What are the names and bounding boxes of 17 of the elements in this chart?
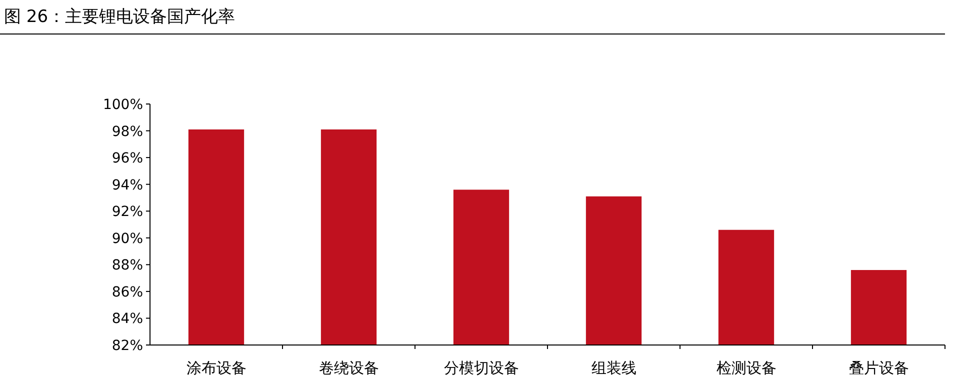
y-tick-label: 98% <box>112 124 143 140</box>
y-tick-label: 90% <box>112 230 143 247</box>
y-tick-label: 94% <box>112 177 143 194</box>
y-tick-label: 96% <box>112 150 143 167</box>
y-tick-label: 84% <box>112 311 143 328</box>
y-tick-label: 86% <box>112 284 143 300</box>
x-tick-label: 卷绕设备 <box>318 359 379 377</box>
x-tick-label: 叠片设备 <box>848 359 909 377</box>
x-tick-label: 分模切设备 <box>444 359 519 377</box>
x-tick-label: 检测设备 <box>716 359 776 377</box>
y-tick-label: 92% <box>112 204 143 220</box>
x-tick-label: 涂布设备 <box>186 359 246 377</box>
x-tick-label: 组装线 <box>591 359 636 377</box>
y-tick-label: 100% <box>102 97 143 113</box>
title: 图 26：主要锂电设备国产化率 <box>4 7 236 27</box>
y-tick-label: 88% <box>112 258 143 274</box>
y-tick-label: 82% <box>112 338 143 354</box>
